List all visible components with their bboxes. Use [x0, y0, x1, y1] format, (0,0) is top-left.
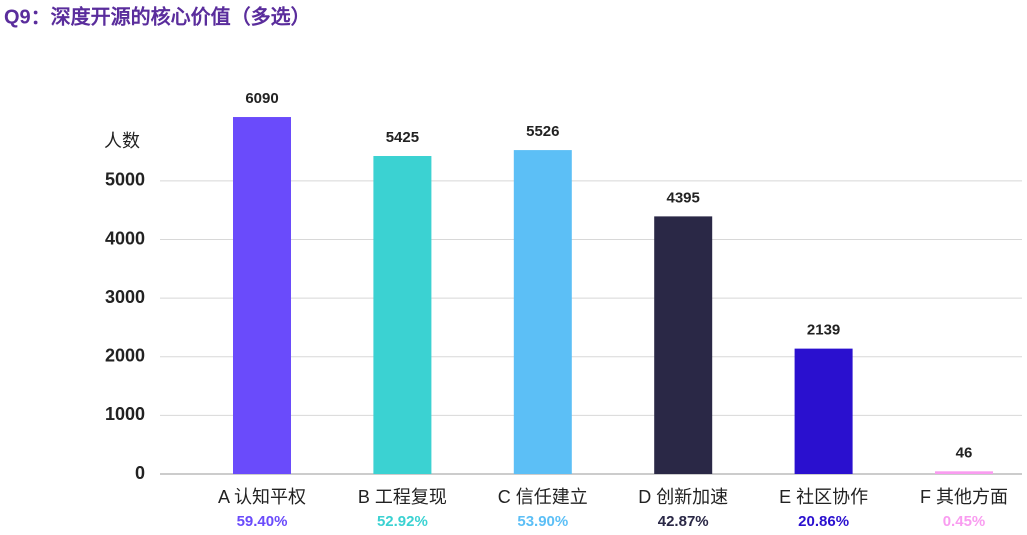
y-tick-label: 4000 — [105, 228, 145, 248]
bar — [233, 117, 291, 474]
value-label: 5425 — [386, 129, 419, 146]
x-tick-label: A 认知平权 — [218, 487, 306, 507]
x-tick-label: C 信任建立 — [498, 487, 588, 507]
category-note: 52.92% — [377, 513, 428, 530]
x-tick-label: D 创新加速 — [638, 487, 728, 507]
y-tick-label: 5000 — [105, 170, 145, 190]
bar — [513, 150, 572, 475]
bar — [794, 348, 853, 474]
x-tick-label: E 社区协作 — [779, 487, 868, 507]
category-note: 42.87% — [658, 513, 709, 530]
chart-title: Q9：深度开源的核心价值（多选） — [4, 4, 311, 28]
category-note: 59.40% — [237, 513, 288, 530]
bar — [935, 471, 993, 474]
x-tick-label: F 其他方面 — [920, 487, 1008, 507]
value-label: 2139 — [807, 322, 840, 339]
category-note: 53.90% — [517, 513, 568, 530]
value-label: 46 — [956, 444, 973, 461]
bar — [373, 156, 432, 474]
value-label: 4395 — [667, 189, 700, 206]
bar — [654, 216, 713, 475]
y-tick-label: 3000 — [105, 287, 145, 307]
y-tick-label: 1000 — [105, 404, 145, 424]
value-label: 5526 — [526, 123, 559, 140]
x-tick-label: B 工程复现 — [358, 487, 447, 507]
y-tick-label: 2000 — [105, 346, 145, 366]
category-note: 0.45% — [943, 513, 986, 530]
value-label: 6090 — [245, 90, 278, 107]
category-note: 20.86% — [798, 513, 849, 530]
y-axis-label: 人数 — [104, 131, 140, 151]
y-tick-label: 0 — [135, 463, 145, 483]
